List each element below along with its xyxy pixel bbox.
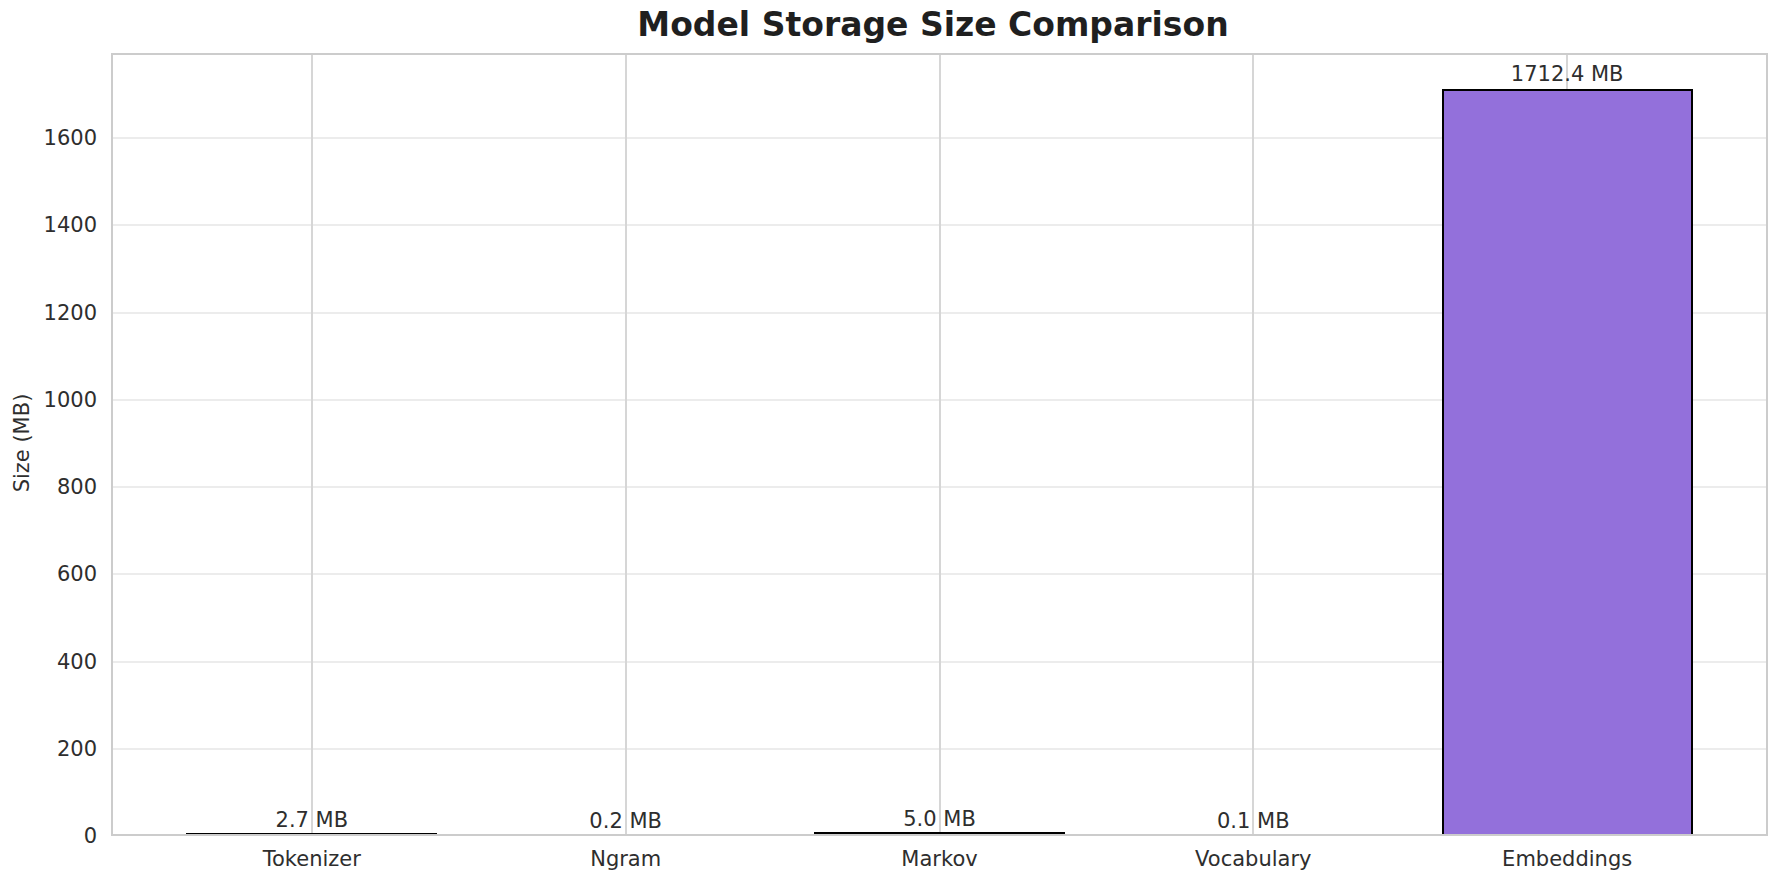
figure: Model Storage Size Comparison Size (MB) … bbox=[0, 0, 1784, 886]
y-tick-label: 0 bbox=[0, 823, 97, 849]
v-gridline bbox=[311, 53, 313, 836]
spine-right bbox=[1766, 53, 1768, 836]
value-label: 1712.4 MB bbox=[1417, 61, 1717, 87]
x-tick-label: Embeddings bbox=[1417, 846, 1717, 872]
y-tick-label: 400 bbox=[0, 649, 97, 675]
spine-bottom bbox=[111, 834, 1768, 836]
x-tick-label: Markov bbox=[790, 846, 1090, 872]
y-tick-label: 800 bbox=[0, 474, 97, 500]
y-tick-label: 1200 bbox=[0, 300, 97, 326]
value-label: 2.7 MB bbox=[162, 807, 462, 833]
x-tick-label: Vocabulary bbox=[1103, 846, 1403, 872]
y-tick-label: 1000 bbox=[0, 387, 97, 413]
spine-top bbox=[111, 53, 1768, 55]
y-tick-label: 1400 bbox=[0, 212, 97, 238]
plot-area bbox=[111, 53, 1768, 836]
v-gridline bbox=[1252, 53, 1254, 836]
y-tick-label: 1600 bbox=[0, 125, 97, 151]
bar-embeddings bbox=[1442, 89, 1693, 836]
v-gridline bbox=[939, 53, 941, 836]
x-tick-label: Ngram bbox=[476, 846, 776, 872]
x-tick-label: Tokenizer bbox=[162, 846, 462, 872]
y-tick-label: 200 bbox=[0, 736, 97, 762]
v-gridline bbox=[625, 53, 627, 836]
chart-title: Model Storage Size Comparison bbox=[637, 5, 1228, 44]
value-label: 0.1 MB bbox=[1103, 808, 1403, 834]
value-label: 5.0 MB bbox=[790, 806, 1090, 832]
spine-left bbox=[111, 53, 113, 836]
y-tick-label: 600 bbox=[0, 561, 97, 587]
value-label: 0.2 MB bbox=[476, 808, 776, 834]
